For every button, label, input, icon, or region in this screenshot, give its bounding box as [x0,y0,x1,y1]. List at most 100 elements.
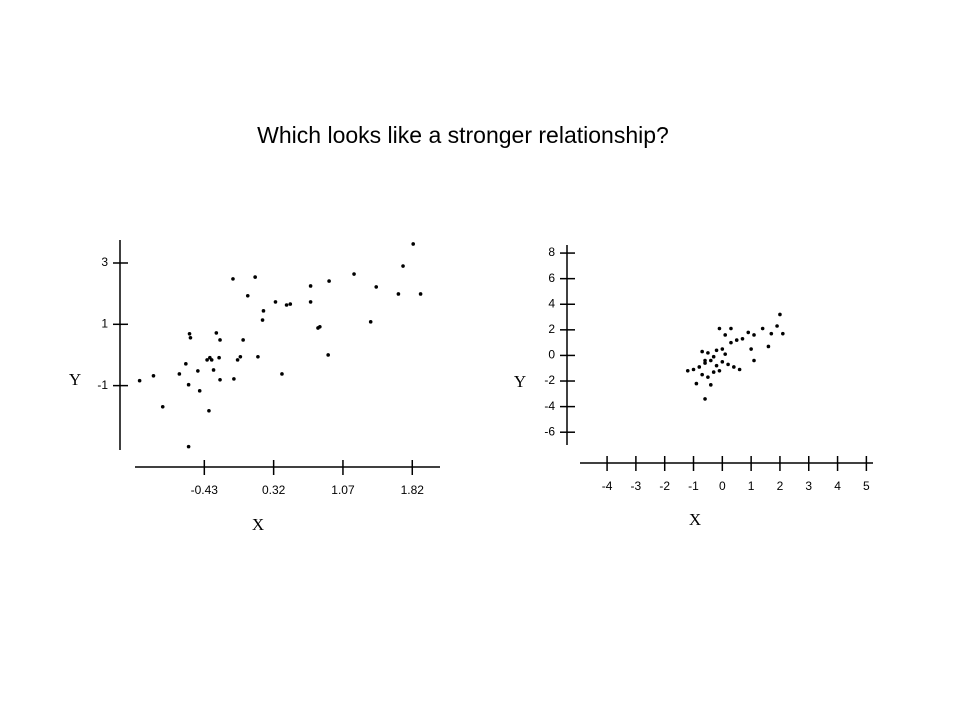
point [706,375,710,379]
point [308,300,313,304]
point [151,374,156,378]
point [288,302,293,306]
x-tick-label: 1.82 [401,483,425,497]
point [235,358,240,362]
point [187,332,192,336]
point [217,355,221,360]
point [401,264,405,268]
point [232,377,236,381]
point [703,358,707,363]
point [253,275,257,279]
point [723,333,728,337]
point [280,372,284,376]
point [186,444,191,449]
point [231,277,235,281]
point [734,338,739,342]
point [318,324,322,329]
point [396,292,401,296]
point [273,300,278,304]
point [714,348,719,353]
point [205,358,209,362]
x-tick-label: 3 [805,479,812,493]
y-tick-label: -1 [97,378,108,392]
y-tick-label: 0 [548,348,555,362]
x-tick-label: 4 [834,479,841,493]
y-tick-label: 4 [548,296,555,310]
y-tick-label: -6 [544,424,555,438]
y-tick-label: 8 [548,245,555,259]
point [207,408,211,413]
point [411,242,415,246]
point [368,320,373,324]
x-tick-label: -2 [659,479,670,493]
point [327,279,331,283]
point [261,309,266,313]
point [218,377,222,382]
point [781,331,785,336]
point [245,293,250,298]
point [714,363,719,368]
point [241,338,245,342]
point [717,368,722,373]
point [700,349,704,354]
point [197,389,202,393]
point [766,344,771,349]
point [737,367,742,372]
y-axis-label: Y [514,372,526,391]
point [418,292,423,296]
point [760,326,765,331]
point [720,360,725,364]
y-tick-label: 3 [101,255,108,269]
point [186,382,191,387]
point [726,362,730,367]
x-axis-label: X [252,515,264,534]
point [694,381,699,386]
point [256,355,260,359]
point [160,404,165,409]
point [723,352,728,356]
point [188,335,193,340]
point [238,355,243,359]
y-tick-label: -2 [544,373,555,387]
point [211,368,216,372]
x-tick-label: 1 [748,479,755,493]
point [752,333,756,337]
point [732,365,736,369]
point [708,383,713,387]
point [778,312,782,317]
x-tick-label: -3 [631,479,642,493]
point [308,284,313,288]
point [691,367,696,372]
point [706,351,710,355]
point [711,370,716,374]
slide-title: Which looks like a stronger relationship… [257,122,669,148]
point [352,272,356,276]
point [697,365,702,369]
point [326,353,330,357]
point [196,369,200,373]
point [752,358,756,363]
point [749,347,753,351]
point [746,330,751,335]
point [177,372,182,376]
y-tick-label: 2 [548,322,555,336]
point [720,347,725,351]
point [769,331,774,336]
point [703,397,707,401]
y-tick-label: 6 [548,271,555,285]
x-tick-label: -0.43 [191,483,219,497]
y-tick-label: -4 [544,399,555,413]
point [218,338,222,342]
point [284,303,289,307]
y-axis-label: Y [69,370,81,389]
point [740,336,745,341]
point [184,362,188,366]
x-tick-label: 5 [863,479,870,493]
point [717,326,722,331]
x-tick-label: 0.32 [262,483,286,497]
point [729,340,733,345]
point [775,324,779,328]
point [260,318,265,322]
